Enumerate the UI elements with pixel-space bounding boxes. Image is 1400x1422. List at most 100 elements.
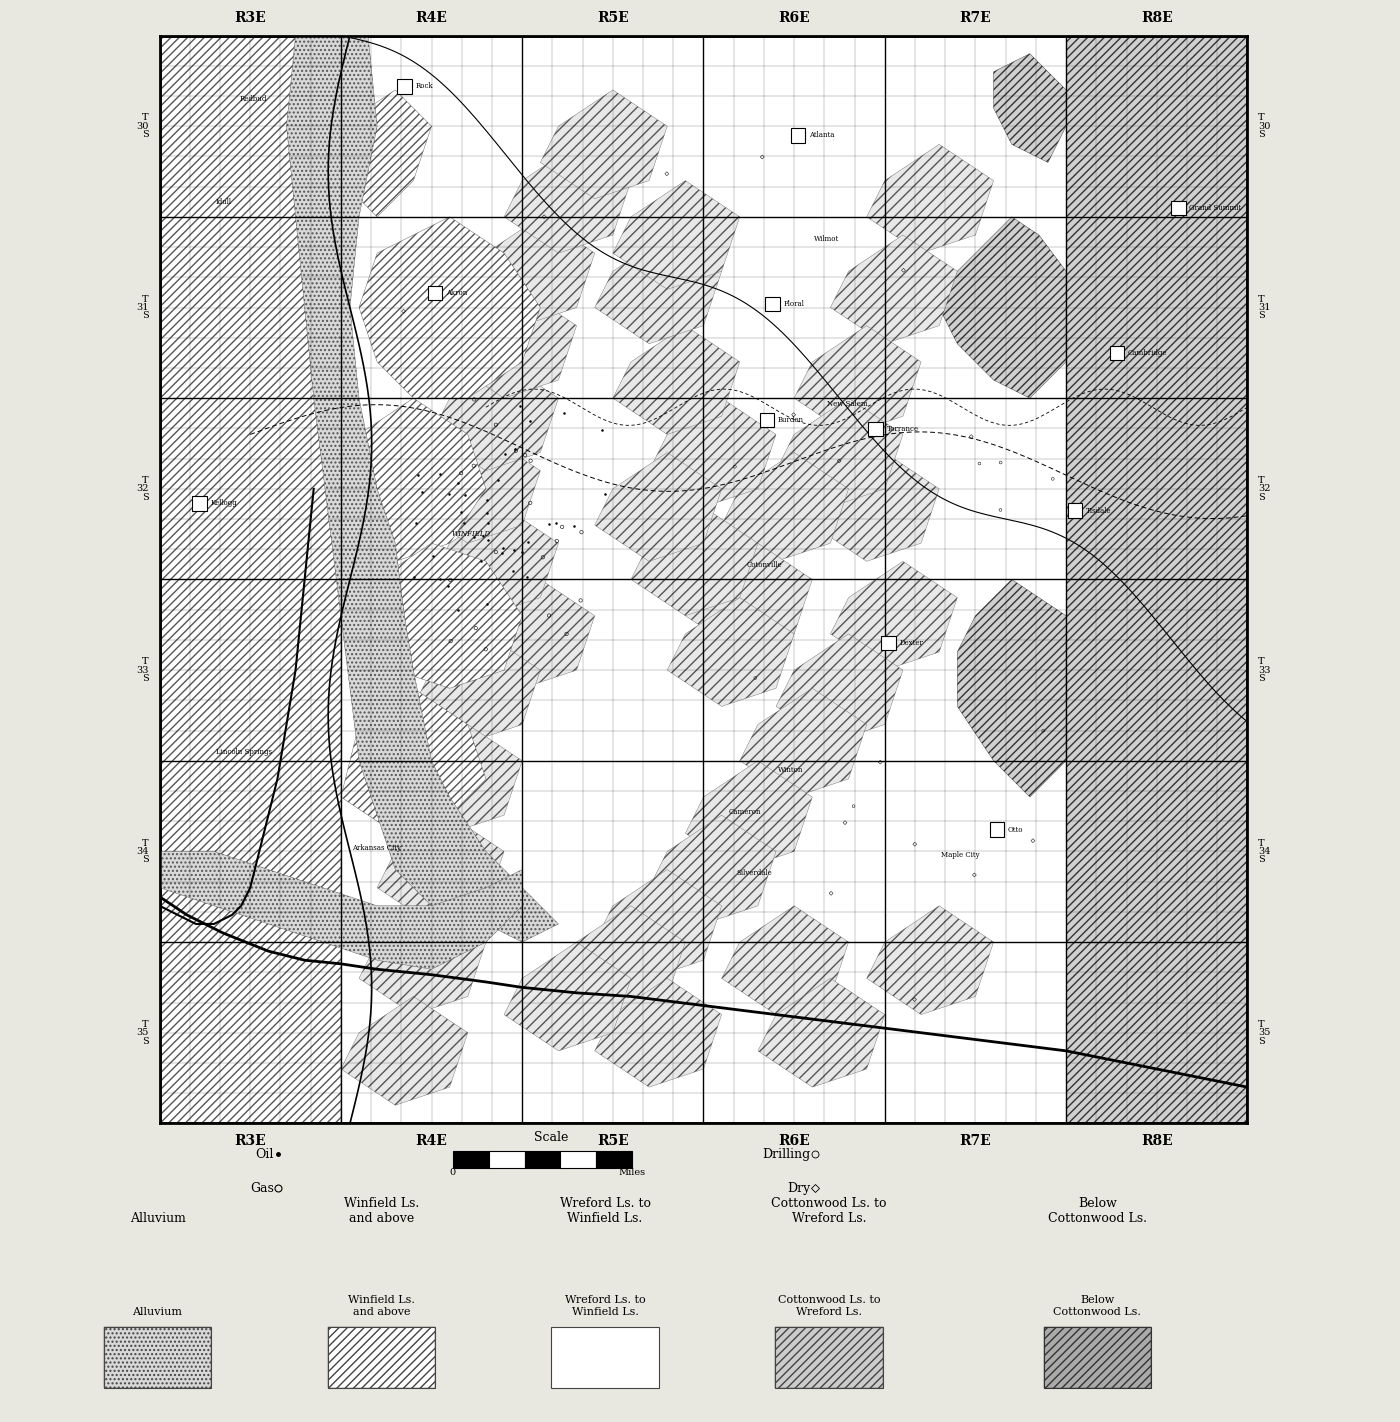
Text: R3E: R3E: [234, 11, 266, 24]
Bar: [328, 1327, 435, 1388]
Point: [538, 513, 560, 536]
Point: [437, 574, 459, 597]
Text: Torrance: Torrance: [886, 425, 918, 432]
Point: [421, 545, 444, 567]
Text: Wreford Ls. to
Winfield Ls.: Wreford Ls. to Winfield Ls.: [564, 1295, 645, 1317]
Point: [1032, 720, 1054, 742]
Point: [410, 481, 433, 503]
Text: T
31
S: T 31 S: [136, 294, 148, 320]
Text: T
33
S: T 33 S: [1259, 657, 1271, 683]
Point: [462, 455, 484, 478]
Polygon shape: [867, 145, 994, 253]
Bar: [881, 636, 896, 650]
Polygon shape: [160, 852, 522, 970]
Point: [477, 528, 500, 550]
Polygon shape: [721, 906, 848, 1015]
Point: [465, 617, 487, 640]
Point: [743, 667, 766, 690]
Text: Alluvium: Alluvium: [130, 1213, 185, 1226]
Text: Kellogg: Kellogg: [210, 499, 237, 508]
Polygon shape: [776, 634, 903, 742]
Point: [869, 751, 892, 774]
Polygon shape: [613, 181, 739, 290]
Text: Cottonwood Ls. to
Wreford Ls.: Cottonwood Ls. to Wreford Ls.: [771, 1197, 886, 1226]
Text: Below
Cottonwood Ls.: Below Cottonwood Ls.: [1047, 1197, 1147, 1226]
Point: [463, 526, 486, 549]
Polygon shape: [794, 326, 921, 435]
Text: T
32
S: T 32 S: [136, 476, 148, 502]
Text: Dexter: Dexter: [899, 638, 923, 647]
Polygon shape: [358, 543, 522, 688]
Polygon shape: [287, 36, 559, 943]
Text: Cameron: Cameron: [729, 808, 762, 816]
Bar: [868, 422, 883, 437]
Point: [449, 462, 472, 485]
Text: Scale: Scale: [535, 1132, 568, 1145]
Point: [532, 546, 554, 569]
Point: [783, 404, 805, 427]
Polygon shape: [867, 906, 994, 1015]
Bar: [398, 80, 412, 94]
Text: T
35
S: T 35 S: [1259, 1020, 1271, 1045]
Text: R5E: R5E: [596, 1135, 629, 1148]
Point: [1042, 468, 1064, 491]
Text: T
32
S: T 32 S: [1259, 476, 1271, 502]
Polygon shape: [358, 216, 540, 398]
Point: [440, 569, 462, 592]
Bar: [1068, 503, 1082, 518]
Point: [563, 515, 585, 538]
Point: [570, 520, 592, 543]
Polygon shape: [595, 452, 721, 562]
Text: Miles: Miles: [619, 1167, 645, 1177]
Bar: [104, 1327, 211, 1388]
Bar: [1110, 346, 1124, 360]
Text: Gas: Gas: [251, 1182, 274, 1194]
Polygon shape: [340, 398, 486, 562]
Bar: [104, 1327, 211, 1388]
Point: [463, 388, 486, 411]
Text: R7E: R7E: [959, 11, 991, 24]
Text: T
31
S: T 31 S: [1259, 294, 1271, 320]
Text: Silverdale: Silverdale: [736, 869, 771, 877]
Text: Wilmot: Wilmot: [813, 235, 840, 243]
Point: [820, 882, 843, 904]
Bar: [990, 822, 1004, 838]
Text: Idull: Idull: [216, 198, 232, 206]
Text: Winton: Winton: [778, 766, 804, 774]
Polygon shape: [721, 452, 848, 562]
Text: Atlanta: Atlanta: [809, 131, 834, 139]
Point: [406, 464, 428, 486]
Text: R3E: R3E: [234, 1135, 266, 1148]
Text: T
30
S: T 30 S: [136, 114, 148, 139]
Text: Cotonville: Cotonville: [748, 560, 783, 569]
Point: [494, 442, 517, 465]
Text: Floral: Floral: [783, 300, 804, 309]
Point: [428, 462, 451, 485]
Point: [990, 451, 1012, 474]
Point: [892, 259, 914, 282]
Point: [1022, 829, 1044, 852]
Point: [517, 565, 539, 587]
Text: Lincoln Springs: Lincoln Springs: [216, 748, 272, 755]
Text: Rock: Rock: [416, 82, 433, 91]
Point: [475, 638, 497, 661]
Polygon shape: [595, 235, 721, 344]
Polygon shape: [686, 761, 812, 870]
Point: [490, 542, 512, 565]
Point: [533, 205, 556, 228]
Point: [392, 300, 414, 323]
Point: [518, 410, 540, 432]
Polygon shape: [504, 145, 631, 253]
Point: [505, 439, 528, 462]
Bar: [596, 1152, 631, 1167]
Polygon shape: [1067, 36, 1247, 1123]
Point: [476, 488, 498, 510]
Point: [454, 483, 476, 506]
Point: [452, 512, 475, 535]
Point: [484, 414, 507, 437]
Point: [570, 589, 592, 611]
Text: Burden: Burden: [778, 415, 804, 424]
Point: [449, 501, 472, 523]
Text: T
33
S: T 33 S: [136, 657, 148, 683]
Point: [552, 516, 574, 539]
